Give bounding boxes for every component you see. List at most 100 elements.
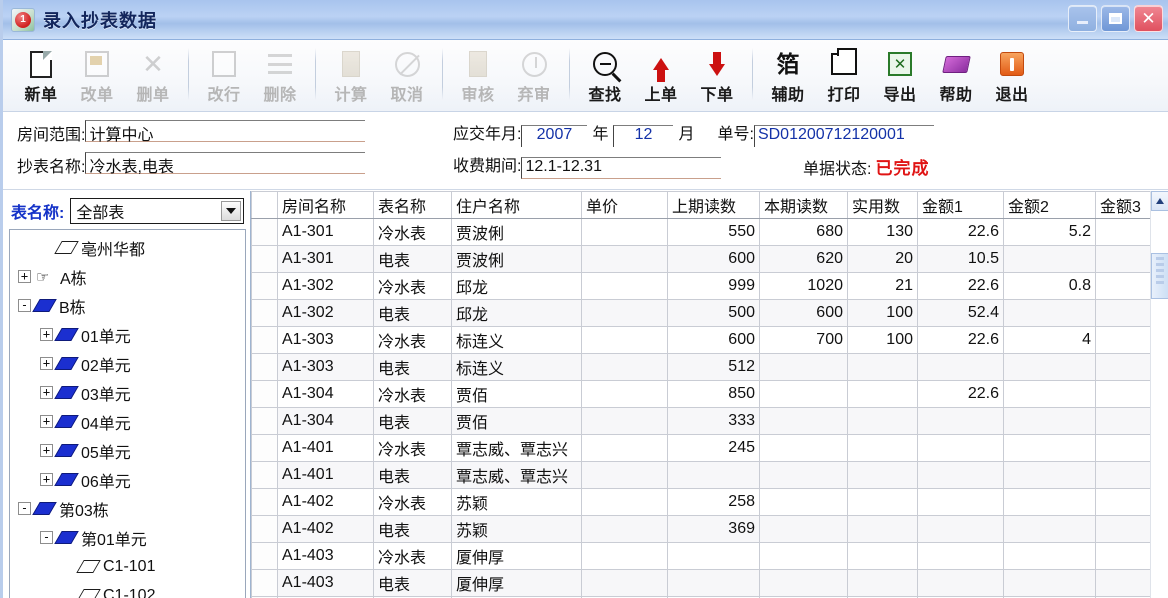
cell-curr[interactable] bbox=[759, 488, 848, 516]
cell-amount2[interactable] bbox=[1003, 299, 1096, 327]
cell-amount2[interactable] bbox=[1003, 461, 1096, 489]
cell-price[interactable] bbox=[581, 434, 668, 462]
tree-node[interactable]: +04单元 bbox=[10, 407, 245, 436]
cell-room[interactable]: A1-401 bbox=[277, 461, 374, 489]
toolbar-button-edit-row[interactable]: 改行 bbox=[196, 44, 252, 108]
table-row[interactable]: A1-403 冷水表 厦伸厚 bbox=[251, 542, 1168, 570]
toolbar-button-edit-order[interactable]: 改单 bbox=[69, 44, 125, 108]
column-header-price[interactable]: 单价 bbox=[581, 191, 668, 219]
minimize-button[interactable] bbox=[1068, 5, 1097, 32]
cell-used[interactable] bbox=[847, 488, 918, 516]
cell-price[interactable] bbox=[581, 407, 668, 435]
cell-amount3[interactable] bbox=[1095, 596, 1168, 598]
cell-tenant[interactable]: 邱龙 bbox=[451, 299, 582, 327]
cell-amount2[interactable] bbox=[1003, 245, 1096, 273]
table-row[interactable]: A1-401 电表 覃志威、覃志兴 bbox=[251, 461, 1168, 489]
cell-amount1[interactable] bbox=[917, 461, 1004, 489]
toolbar-button-unapprove[interactable]: 弃审 bbox=[506, 44, 562, 108]
cell-prev[interactable]: 999 bbox=[667, 272, 760, 300]
toolbar-button-approve[interactable]: 审核 bbox=[450, 44, 506, 108]
toolbar-button-exit[interactable]: 退出 bbox=[984, 44, 1040, 108]
cell-meter[interactable]: 冷水表 bbox=[373, 434, 452, 462]
cell-meter[interactable]: 电表 bbox=[373, 515, 452, 543]
toolbar-button-delete-row[interactable]: 删除 bbox=[252, 44, 308, 108]
cell-amount2[interactable] bbox=[1003, 434, 1096, 462]
cell-tenant[interactable]: 覃志威、覃志兴 bbox=[451, 434, 582, 462]
cell-curr[interactable] bbox=[759, 407, 848, 435]
cell-prev[interactable]: 550 bbox=[667, 218, 760, 246]
cell-price[interactable] bbox=[581, 299, 668, 327]
cell-amount1[interactable]: 52.4 bbox=[917, 299, 1004, 327]
cell-sel[interactable] bbox=[251, 218, 278, 246]
building-tree[interactable]: 亳州华都 + ☞ A栋 - B栋 +01单元 +02单元 +03单元 +04单元 +05单元 +06单… bbox=[9, 229, 246, 598]
cell-amount1[interactable]: 22.6 bbox=[917, 218, 1004, 246]
cell-room[interactable]: A1-304 bbox=[277, 407, 374, 435]
expand-icon[interactable]: + bbox=[40, 415, 53, 428]
cell-prev[interactable]: 258 bbox=[667, 488, 760, 516]
table-row[interactable]: A1-303 冷水表 标连义 600 700 100 22.6 4 bbox=[251, 326, 1168, 354]
toolbar-button-calculate[interactable]: 计算 bbox=[323, 44, 379, 108]
cell-meter[interactable]: 电表 bbox=[373, 299, 452, 327]
cell-price[interactable] bbox=[581, 326, 668, 354]
period-input[interactable]: 12.1-12.31 bbox=[521, 157, 722, 179]
cell-curr[interactable]: 600 bbox=[759, 299, 848, 327]
table-row[interactable]: A1-304 电表 贾佰 333 bbox=[251, 407, 1168, 435]
cell-used[interactable] bbox=[847, 542, 918, 570]
tree-node[interactable]: +01单元 bbox=[10, 320, 245, 349]
cell-room[interactable]: A1-303 bbox=[277, 326, 374, 354]
cell-prev[interactable]: 512 bbox=[667, 353, 760, 381]
cell-used[interactable]: 20 bbox=[847, 245, 918, 273]
cell-price[interactable] bbox=[581, 245, 668, 273]
tree-node[interactable]: +03单元 bbox=[10, 378, 245, 407]
column-header-amount1[interactable]: 金额1 bbox=[917, 191, 1004, 219]
cell-room[interactable]: A1-301 bbox=[277, 245, 374, 273]
toolbar-button-cancel[interactable]: 取消 bbox=[379, 44, 435, 108]
cell-tenant[interactable]: 标连义 bbox=[451, 353, 582, 381]
cell-amount1[interactable] bbox=[917, 569, 1004, 597]
cell-used[interactable] bbox=[847, 569, 918, 597]
cell-price[interactable] bbox=[581, 515, 668, 543]
cell-tenant[interactable]: 覃志威、覃志兴 bbox=[451, 461, 582, 489]
chevron-down-icon[interactable] bbox=[221, 201, 241, 221]
toolbar-button-next-order[interactable]: 下单 bbox=[689, 44, 745, 108]
column-header-sel[interactable] bbox=[251, 191, 278, 219]
scrollbar-thumb[interactable] bbox=[1151, 253, 1168, 299]
table-row[interactable]: A1-404冷水表朱雨洁、辛阳 bbox=[251, 596, 1168, 598]
table-row[interactable]: A1-402 冷水表 苏颖 258 bbox=[251, 488, 1168, 516]
cell-meter[interactable]: 电表 bbox=[373, 353, 452, 381]
table-row[interactable]: A1-302 电表 邱龙 500 600 100 52.4 bbox=[251, 299, 1168, 327]
table-row[interactable]: A1-302 冷水表 邱龙 999 1020 21 22.6 0.8 bbox=[251, 272, 1168, 300]
cell-used[interactable] bbox=[847, 380, 918, 408]
toolbar-button-delete-order[interactable]: ✕ 删单 bbox=[125, 44, 181, 108]
cell-amount1[interactable]: 22.6 bbox=[917, 380, 1004, 408]
cell-room[interactable]: A1-402 bbox=[277, 515, 374, 543]
cell-price[interactable] bbox=[581, 218, 668, 246]
cell-curr[interactable] bbox=[759, 569, 848, 597]
cell-amount2[interactable]: 5.2 bbox=[1003, 218, 1096, 246]
tree-node[interactable]: +05单元 bbox=[10, 436, 245, 465]
collapse-icon[interactable]: - bbox=[40, 531, 53, 544]
cell-amount1[interactable] bbox=[917, 353, 1004, 381]
table-row[interactable]: A1-401 冷水表 覃志威、覃志兴 245 bbox=[251, 434, 1168, 462]
cell-used[interactable]: 100 bbox=[847, 299, 918, 327]
cell-curr[interactable] bbox=[759, 434, 848, 462]
column-header-room[interactable]: 房间名称 bbox=[277, 191, 374, 219]
cell-sel[interactable] bbox=[251, 407, 278, 435]
expand-icon[interactable]: + bbox=[40, 357, 53, 370]
cell-price[interactable] bbox=[581, 488, 668, 516]
column-header-meter[interactable]: 表名称 bbox=[373, 191, 452, 219]
tree-node[interactable]: C1-102 bbox=[10, 581, 245, 598]
cell-tenant[interactable]: 标连义 bbox=[451, 326, 582, 354]
cell-curr[interactable] bbox=[759, 380, 848, 408]
cell-meter[interactable]: 电表 bbox=[373, 569, 452, 597]
cell-tenant[interactable]: 苏颖 bbox=[451, 488, 582, 516]
cell-curr[interactable] bbox=[759, 515, 848, 543]
cell-room[interactable]: A1-304 bbox=[277, 380, 374, 408]
cell-room[interactable]: A1-301 bbox=[277, 218, 374, 246]
cell-amount2[interactable] bbox=[1003, 542, 1096, 570]
cell-sel[interactable] bbox=[251, 353, 278, 381]
cell-sel[interactable] bbox=[251, 434, 278, 462]
table-row[interactable]: A1-301 冷水表 贾波俐 550 680 130 22.6 5.2 bbox=[251, 218, 1168, 246]
cell-room[interactable]: A1-403 bbox=[277, 569, 374, 597]
cell-sel[interactable] bbox=[251, 515, 278, 543]
